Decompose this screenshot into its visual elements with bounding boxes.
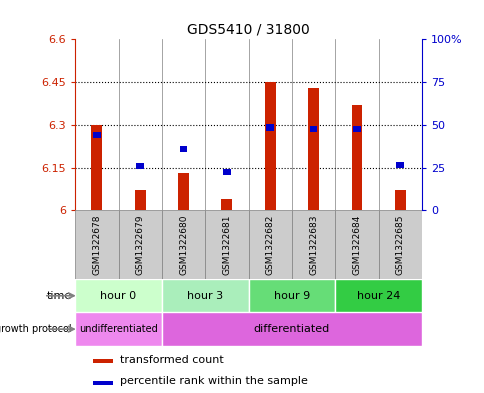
Bar — [91, 125, 102, 210]
Text: growth protocol: growth protocol — [0, 324, 72, 334]
Text: GSM1322683: GSM1322683 — [308, 215, 318, 275]
Bar — [352, 126, 360, 132]
Bar — [264, 82, 275, 210]
Bar — [378, 39, 421, 210]
Bar — [395, 162, 403, 168]
Bar — [248, 210, 291, 279]
Text: GSM1322681: GSM1322681 — [222, 215, 231, 275]
Bar — [266, 125, 273, 131]
Bar — [378, 210, 421, 279]
Bar — [205, 210, 248, 279]
Bar — [334, 279, 421, 312]
Text: hour 24: hour 24 — [356, 291, 399, 301]
Bar — [351, 105, 362, 210]
Bar — [307, 88, 318, 210]
Text: hour 3: hour 3 — [187, 291, 223, 301]
Bar — [394, 190, 405, 210]
Text: GSM1322679: GSM1322679 — [136, 215, 144, 275]
Bar — [334, 39, 378, 210]
Title: GDS5410 / 31800: GDS5410 / 31800 — [187, 23, 309, 37]
Bar — [248, 279, 334, 312]
Bar — [221, 199, 232, 210]
Text: GSM1322685: GSM1322685 — [395, 215, 404, 275]
Bar — [179, 146, 187, 152]
Bar — [162, 279, 248, 312]
Bar — [162, 210, 205, 279]
Text: hour 0: hour 0 — [100, 291, 136, 301]
Bar — [75, 210, 118, 279]
Bar — [118, 39, 162, 210]
Bar — [223, 169, 230, 175]
Bar — [92, 359, 113, 363]
Text: undifferentiated: undifferentiated — [79, 324, 158, 334]
Bar — [118, 210, 162, 279]
Text: time: time — [46, 291, 72, 301]
Text: transformed count: transformed count — [120, 354, 224, 365]
Bar — [75, 39, 118, 210]
Bar — [309, 126, 317, 132]
Bar — [136, 163, 144, 169]
Bar — [248, 39, 291, 210]
Bar — [205, 39, 248, 210]
Bar — [162, 39, 205, 210]
Bar — [334, 210, 378, 279]
Text: hour 9: hour 9 — [273, 291, 309, 301]
Bar — [75, 312, 162, 346]
Bar — [178, 173, 189, 210]
Bar — [135, 190, 145, 210]
Bar — [92, 381, 113, 385]
Text: GSM1322680: GSM1322680 — [179, 215, 188, 275]
Text: GSM1322678: GSM1322678 — [92, 215, 101, 275]
Bar — [75, 279, 162, 312]
Text: GSM1322684: GSM1322684 — [352, 215, 361, 275]
Text: GSM1322682: GSM1322682 — [265, 215, 274, 275]
Bar — [291, 39, 334, 210]
Bar — [162, 312, 421, 346]
Bar — [291, 210, 334, 279]
Text: percentile rank within the sample: percentile rank within the sample — [120, 376, 307, 386]
Text: differentiated: differentiated — [253, 324, 329, 334]
Bar — [93, 132, 101, 138]
